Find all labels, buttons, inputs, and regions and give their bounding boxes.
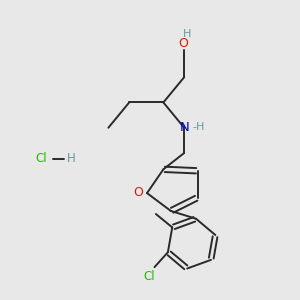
Text: Cl: Cl (36, 152, 47, 165)
Text: O: O (133, 186, 143, 199)
Text: O: O (178, 37, 188, 50)
Text: Cl: Cl (143, 269, 155, 283)
Text: -H: -H (192, 122, 205, 132)
Text: H: H (183, 29, 191, 39)
Text: H: H (67, 152, 76, 165)
Text: N: N (179, 121, 189, 134)
